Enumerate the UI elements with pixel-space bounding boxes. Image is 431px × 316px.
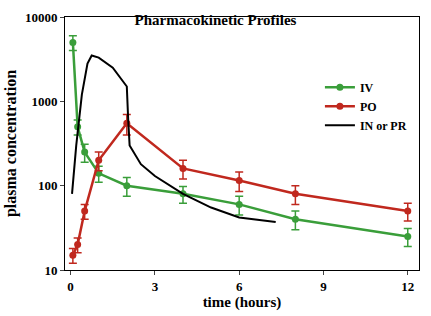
svg-text:100: 100 [38,178,58,193]
svg-text:1000: 1000 [31,94,57,109]
svg-text:3: 3 [152,279,159,294]
svg-text:12: 12 [401,279,414,294]
svg-text:6: 6 [236,279,243,294]
svg-text:IV: IV [360,81,374,95]
svg-text:10000: 10000 [25,10,58,25]
svg-text:plasma concentration: plasma concentration [2,70,20,217]
svg-text:time (hours): time (hours) [203,294,282,311]
svg-text:Pharmacokinetic Profiles: Pharmacokinetic Profiles [135,12,297,28]
svg-text:9: 9 [320,279,327,294]
svg-text:PO: PO [360,100,377,114]
svg-text:IN or PR: IN or PR [360,119,407,133]
svg-text:0: 0 [67,279,74,294]
svg-text:10: 10 [44,263,57,278]
